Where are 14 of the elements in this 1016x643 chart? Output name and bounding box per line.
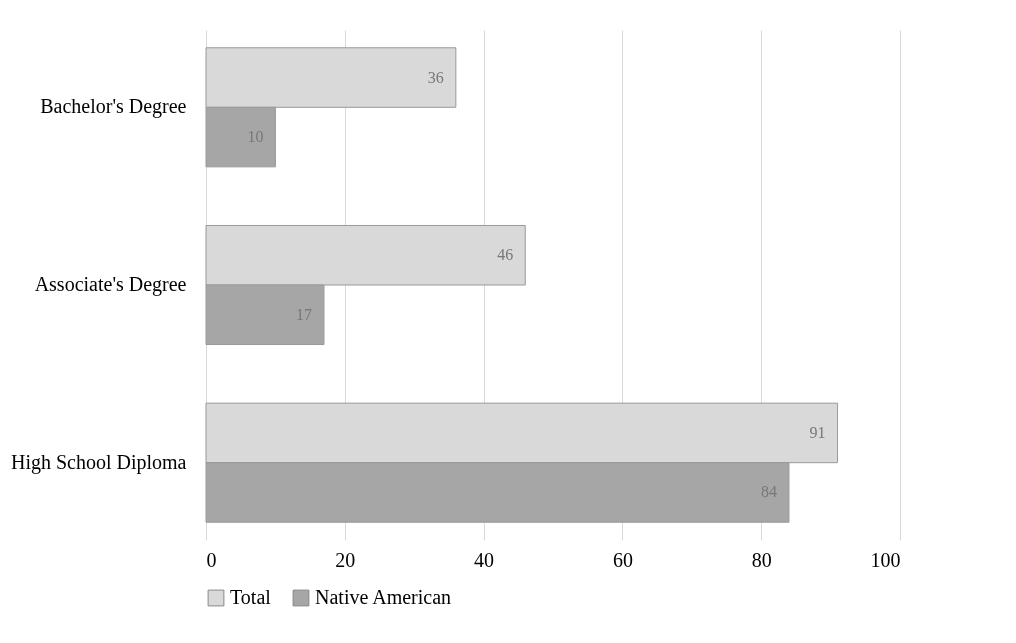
x-tick-label: 20 bbox=[335, 548, 356, 571]
y-tick-label: Associate's Degree bbox=[34, 273, 187, 296]
x-tick-label: 0 bbox=[206, 548, 217, 571]
data-label: 91 bbox=[809, 423, 826, 441]
y-tick-label: Bachelor's Degree bbox=[40, 95, 187, 119]
data-label: 46 bbox=[497, 246, 514, 264]
legend-label: Total bbox=[230, 586, 272, 608]
legend-label: Native American bbox=[315, 586, 452, 608]
x-tick-label: 60 bbox=[612, 548, 633, 571]
data-label: 36 bbox=[427, 68, 444, 86]
x-tick-label: 100 bbox=[870, 548, 901, 571]
x-tick-label: 40 bbox=[474, 548, 495, 571]
x-tick-label: 80 bbox=[751, 548, 772, 571]
y-tick-label: High School Diploma bbox=[10, 450, 187, 474]
